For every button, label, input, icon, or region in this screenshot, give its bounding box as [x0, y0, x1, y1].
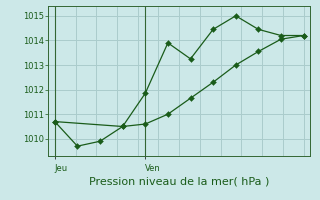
X-axis label: Pression niveau de la mer( hPa ): Pression niveau de la mer( hPa ) [89, 177, 269, 187]
